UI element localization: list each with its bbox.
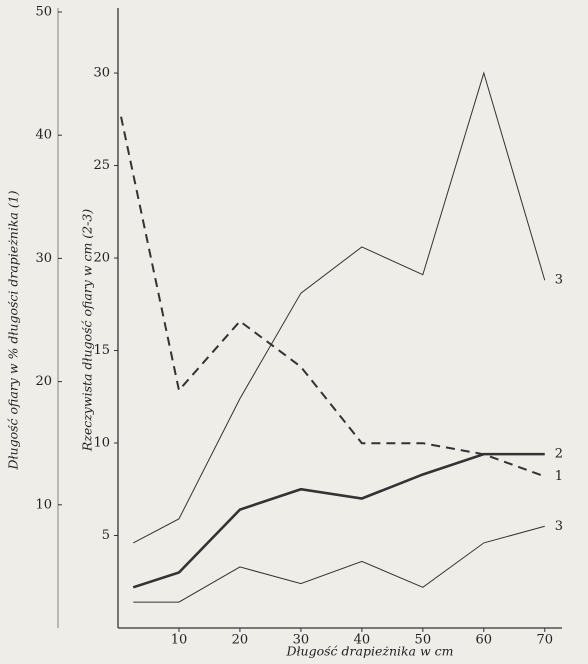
y2-tick-label: 30 xyxy=(93,66,110,81)
y-tick-label: 30 xyxy=(35,251,52,266)
x-tick-label: 20 xyxy=(232,633,249,648)
y-axis-label: Długość ofiary w % długości drapieżnika … xyxy=(6,190,21,470)
y2-tick-label: 15 xyxy=(93,343,110,358)
series-label: 3 xyxy=(555,273,563,288)
series-label: 3 xyxy=(555,519,563,534)
x-tick-label: 50 xyxy=(415,633,432,648)
y-tick-label: 20 xyxy=(35,374,52,389)
y2-axis-label: Rzeczywista długość ofiary w cm (2-3) xyxy=(80,209,95,452)
series-label: 1 xyxy=(555,469,563,484)
series-line xyxy=(133,525,545,603)
x-axis-label: Długość drapieżnika w cm xyxy=(285,644,453,659)
series-line xyxy=(132,452,545,589)
x-tick-label: 30 xyxy=(293,633,310,648)
y2-tick-label: 5 xyxy=(102,528,110,543)
x-tick-label: 10 xyxy=(171,633,188,648)
series-label: 2 xyxy=(555,447,563,462)
x-tick-label: 40 xyxy=(354,633,371,648)
y2-tick-label: 25 xyxy=(93,158,110,173)
y-tick-label: 10 xyxy=(35,497,52,512)
series-line xyxy=(120,116,546,478)
x-tick-label: 60 xyxy=(476,633,493,648)
x-tick-label: 70 xyxy=(536,633,553,648)
y-tick-label: 40 xyxy=(35,128,52,143)
y2-tick-label: 20 xyxy=(93,251,110,266)
series-line xyxy=(133,71,546,544)
y-tick-label: 50 xyxy=(35,5,52,20)
y2-tick-label: 10 xyxy=(93,436,110,451)
